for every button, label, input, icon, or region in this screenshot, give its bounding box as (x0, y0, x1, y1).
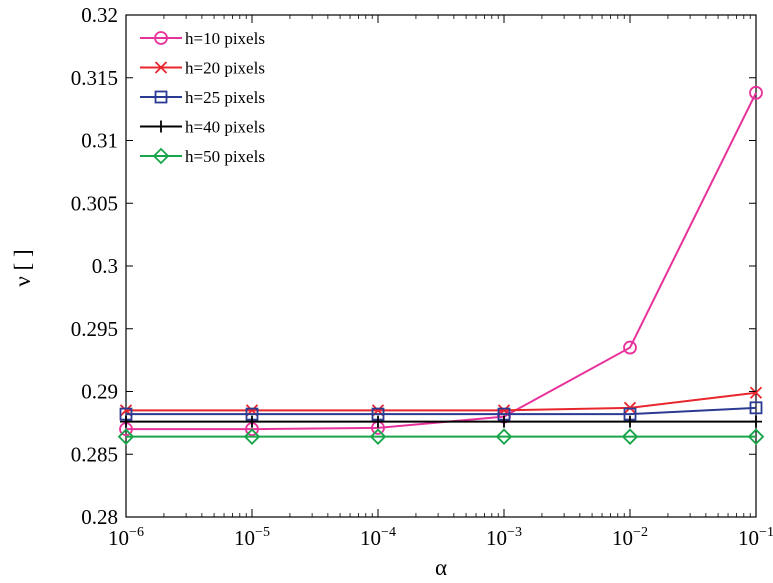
legend-entry: h=25 pixels (140, 88, 265, 107)
x-tick-label-exponent: −4 (381, 525, 396, 540)
y-tick-label: 0.285 (71, 442, 118, 466)
data-point-plus (372, 415, 384, 428)
y-tick-label: 0.32 (81, 3, 118, 27)
x-tick-label-exponent: −2 (633, 525, 648, 540)
series-line (126, 406, 757, 416)
y-tick-label: 0.29 (81, 380, 118, 404)
legend-label: h=25 pixels (185, 88, 265, 107)
legend-entry: h=50 pixels (140, 147, 265, 166)
data-point-diamond (495, 428, 513, 445)
data-point-diamond (117, 428, 135, 445)
x-tick-label: 10−4 (360, 525, 396, 550)
x-tick-label: 10−3 (486, 525, 522, 550)
x-tick-label: 10−2 (612, 525, 648, 550)
y-tick-label: 0.295 (71, 317, 118, 341)
series-layer (117, 85, 765, 445)
data-point-square (749, 401, 763, 415)
x-tick-label: 10−1 (738, 525, 773, 550)
x-tick-label-exponent: −1 (759, 525, 773, 540)
x-tick-label-base: 10 (738, 526, 759, 550)
y-tick-label: 0.28 (81, 505, 118, 529)
x-tick-label: 10−6 (108, 525, 144, 550)
x-tick-label-base: 10 (108, 526, 129, 550)
legend-label: h=50 pixels (185, 147, 265, 166)
series-5 (117, 428, 765, 445)
data-point-plus (120, 415, 132, 428)
y-tick-label: 0.31 (81, 129, 118, 153)
x-tick-label-exponent: −6 (129, 525, 144, 540)
plot-area (125, 14, 757, 518)
data-point-diamond (243, 428, 261, 445)
legend: h=10 pixels h=20 pixels h=25 pixels h=40 pi… (140, 29, 265, 166)
data-point-diamond (152, 147, 170, 165)
y-axis-label: ν [ ] (10, 249, 35, 286)
series-line (126, 391, 757, 412)
x-tick-label-exponent: −3 (507, 525, 522, 540)
data-point-diamond (621, 428, 639, 445)
data-point-plus (498, 415, 510, 428)
x-tick-label-base: 10 (612, 526, 633, 550)
x-tick-label-exponent: −5 (255, 525, 270, 540)
x-tick-label: 10−5 (234, 525, 270, 550)
legend-entry: h=40 pixels (140, 118, 265, 137)
data-point-plus (624, 415, 636, 428)
legend-label: h=40 pixels (185, 118, 265, 137)
y-tick-label: 0.315 (71, 66, 118, 90)
x-axis-label: α (435, 555, 447, 580)
y-tick-label: 0.305 (71, 191, 118, 215)
series-4 (120, 415, 762, 428)
data-point-circle (749, 85, 763, 100)
data-point-diamond (369, 428, 387, 445)
y-tick-label: 0.3 (92, 254, 118, 278)
legend-label: h=10 pixels (185, 29, 265, 48)
data-point-plus (246, 415, 258, 428)
legend-entry: h=20 pixels (140, 59, 265, 78)
data-point-square (154, 90, 168, 104)
data-point-plus (155, 120, 167, 133)
legend-label: h=20 pixels (185, 59, 265, 78)
data-point-plus (750, 415, 762, 428)
plot-frame (125, 14, 757, 518)
data-point-x (154, 61, 168, 74)
x-tick-label-base: 10 (486, 526, 507, 550)
axes-layer: 0.28 0.285 0.29 0.295 0.3 0.305 0.31 0.315 0.32 1… (71, 3, 773, 550)
data-point-x (749, 386, 763, 399)
x-tick-label-base: 10 (360, 526, 381, 550)
legend-entry: h=10 pixels (140, 29, 265, 48)
data-point-circle (154, 31, 168, 45)
data-point-diamond (747, 428, 765, 445)
data-point-circle (623, 340, 637, 355)
x-tick-label-base: 10 (234, 526, 255, 550)
